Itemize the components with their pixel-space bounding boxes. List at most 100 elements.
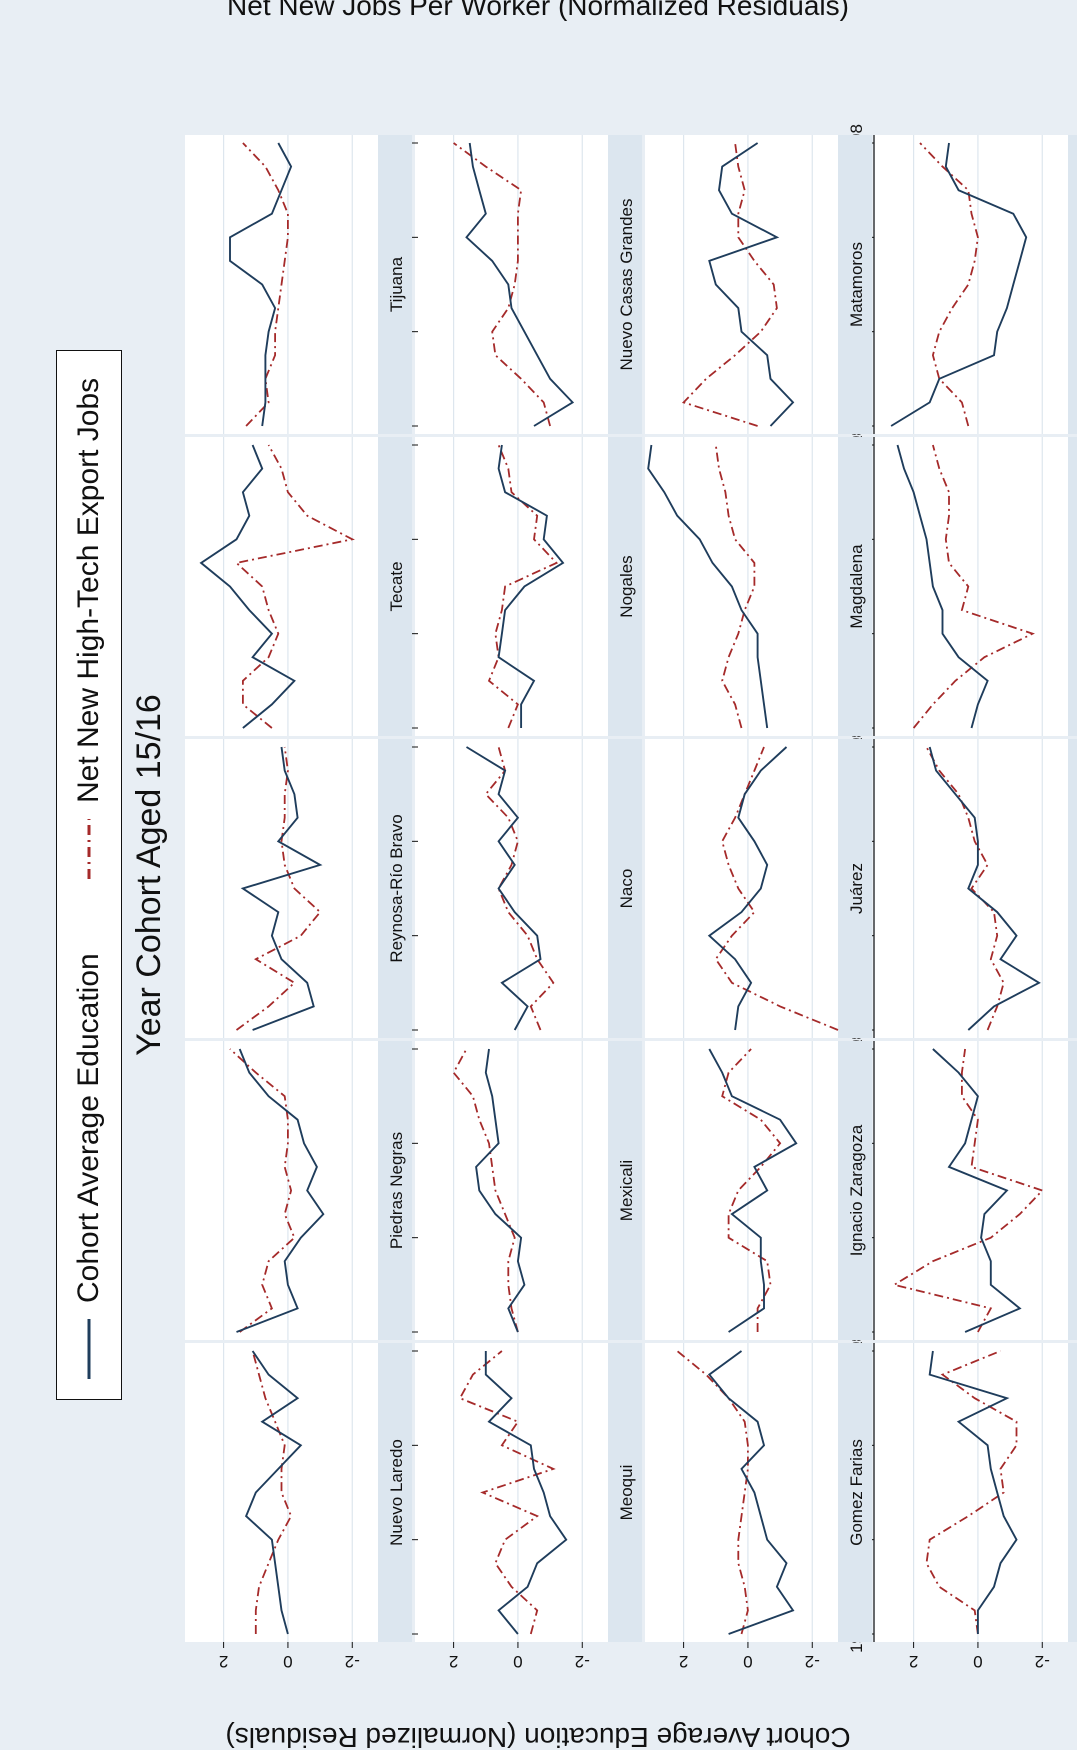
education-series-line bbox=[465, 142, 575, 427]
education-series-line bbox=[928, 746, 1041, 1031]
panel-plot-area bbox=[415, 1041, 608, 1340]
jobs-series-line bbox=[242, 142, 289, 427]
y-tick-label: 2 bbox=[909, 1652, 918, 1671]
panel-plot-area bbox=[645, 1041, 838, 1340]
jobs-series-line bbox=[453, 142, 551, 427]
panel-tecate: Tecate bbox=[185, 437, 418, 736]
y-tick-label: -2 bbox=[1035, 1652, 1050, 1671]
panel-title-strip bbox=[838, 739, 872, 1038]
panel-title: Mexicali bbox=[617, 1160, 636, 1221]
x-axis-title: Year Cohort Aged 15/16 bbox=[130, 694, 168, 1056]
y-tick-label: -2 bbox=[345, 1652, 360, 1671]
education-series-line bbox=[199, 444, 296, 729]
panel-title-strip bbox=[838, 437, 872, 736]
legend-solid-line-icon bbox=[87, 1319, 91, 1379]
jobs-series-line bbox=[229, 1048, 296, 1333]
panel-title: Tecate bbox=[387, 561, 406, 611]
legend-label-jobs: Net New High-Tech Export Jobs bbox=[72, 377, 105, 803]
panel-title: Magdalena bbox=[847, 544, 866, 629]
y-tick-label: 2 bbox=[679, 1652, 688, 1671]
panel-plot-area bbox=[185, 1041, 378, 1340]
panel-plot-area bbox=[185, 739, 378, 1038]
panel-title: Matamoros bbox=[847, 242, 866, 327]
panel-buenaventura: Buenaventura1986199019941998 bbox=[847, 1030, 1077, 1351]
panel-title-strip bbox=[608, 1343, 642, 1642]
education-series-line bbox=[236, 1048, 325, 1333]
jobs-series-line bbox=[251, 1350, 293, 1634]
panel-title-strip bbox=[1068, 135, 1077, 434]
y-axis-title-left: Cohort Average Education (Normalized Res… bbox=[225, 1722, 850, 1750]
panel-title: Nuevo Casas Grandes bbox=[617, 199, 636, 371]
y-axis-title-right: Net New Jobs Per Worker (Normalized Resi… bbox=[227, 0, 849, 21]
panel-ju-rez: Juárez bbox=[645, 739, 872, 1038]
panel-plot-area bbox=[645, 739, 838, 1038]
education-series-line bbox=[890, 142, 1028, 427]
panel-title: Naco bbox=[617, 869, 636, 909]
panel-plot-area bbox=[415, 437, 608, 736]
education-series-line bbox=[708, 1048, 798, 1333]
panel-title-strip bbox=[378, 1041, 412, 1340]
panels-layer: Acuna-2021986199019941998Buenaventura198… bbox=[185, 124, 1077, 1671]
y-tick-label: 0 bbox=[283, 1652, 292, 1671]
panel-title-strip bbox=[1068, 1343, 1077, 1642]
education-series-line bbox=[466, 746, 542, 1031]
education-series-line bbox=[497, 444, 565, 728]
panel-magdalena: Magdalena bbox=[645, 437, 872, 736]
jobs-series-line bbox=[721, 1048, 782, 1332]
y-tick-label: 2 bbox=[449, 1652, 458, 1671]
jobs-series-line bbox=[925, 746, 1005, 1031]
jobs-series-line bbox=[235, 746, 322, 1031]
jobs-series-line bbox=[681, 142, 778, 427]
jobs-series-line bbox=[925, 1350, 1018, 1635]
panel-tijuana: Tijuana bbox=[185, 135, 418, 434]
panel-title: Meoqui bbox=[617, 1465, 636, 1521]
panel-title-strip bbox=[378, 135, 412, 434]
jobs-series-line bbox=[912, 444, 1035, 729]
panel-nuevo-casas-grandes: Nuevo Casas Grandes bbox=[415, 135, 642, 434]
panel-title-strip bbox=[1068, 739, 1077, 1038]
y-tick-label: 2 bbox=[219, 1652, 228, 1671]
panel-title-strip bbox=[378, 437, 412, 736]
legend-item-jobs: Net New High-Tech Export Jobs bbox=[67, 378, 111, 879]
panel-reynosa-r-o-bravo: Reynosa-Río Bravo bbox=[185, 739, 418, 1038]
panel-title: Juárez bbox=[847, 863, 866, 914]
jobs-series-line bbox=[484, 746, 555, 1031]
y-tick-label: 0 bbox=[743, 1652, 752, 1671]
panel-plot-area bbox=[185, 1343, 378, 1642]
panel-chihuahua: Chihuahua1986199019941998 bbox=[847, 426, 1077, 747]
panel-naco: Naco bbox=[415, 739, 642, 1038]
legend: Cohort Average Education Net New High-Te… bbox=[56, 350, 122, 1400]
panel-matamoros: Matamoros bbox=[645, 135, 872, 434]
panel-title-strip bbox=[838, 1041, 872, 1340]
jobs-series-line bbox=[714, 444, 756, 729]
y-tick-label: 0 bbox=[513, 1652, 522, 1671]
panel-plot-area bbox=[415, 739, 608, 1038]
panel-plot-area bbox=[875, 1041, 1068, 1340]
education-series-line bbox=[928, 1350, 1018, 1634]
panel-concepcion-del-oro: Concepcion del Oro1986199019941998 bbox=[847, 124, 1077, 445]
panel-plot-area bbox=[875, 1343, 1068, 1642]
education-series-line bbox=[240, 746, 323, 1031]
panel-plot-area bbox=[185, 437, 378, 736]
education-series-line bbox=[707, 1350, 795, 1635]
panel-title: Nuevo Laredo bbox=[387, 1439, 406, 1546]
jobs-series-line bbox=[458, 1350, 556, 1635]
jobs-series-line bbox=[487, 444, 559, 729]
panel-gomez-farias: Gomez Farias -2 0 2 bbox=[645, 1343, 872, 1671]
panel-title: Reynosa-Río Bravo bbox=[387, 814, 406, 962]
education-series-line bbox=[244, 1350, 303, 1635]
panel-camargo: Camargo1986199019941998 bbox=[847, 728, 1077, 1049]
panel-plot-area bbox=[645, 1343, 838, 1642]
legend-label-education: Cohort Average Education bbox=[72, 953, 105, 1303]
panel-plot-area bbox=[645, 437, 838, 736]
y-tick-label: -2 bbox=[575, 1652, 590, 1671]
panel-title-strip bbox=[608, 1041, 642, 1340]
legend-item-education: Cohort Average Education bbox=[67, 953, 111, 1379]
panel-title: Nogales bbox=[617, 555, 636, 617]
panel-title-strip bbox=[838, 1343, 872, 1642]
panel-meoqui: Meoqui -2 0 2 bbox=[415, 1343, 642, 1671]
legend-dashdot-line-icon bbox=[87, 819, 91, 879]
panel-plot-area bbox=[415, 1343, 608, 1642]
